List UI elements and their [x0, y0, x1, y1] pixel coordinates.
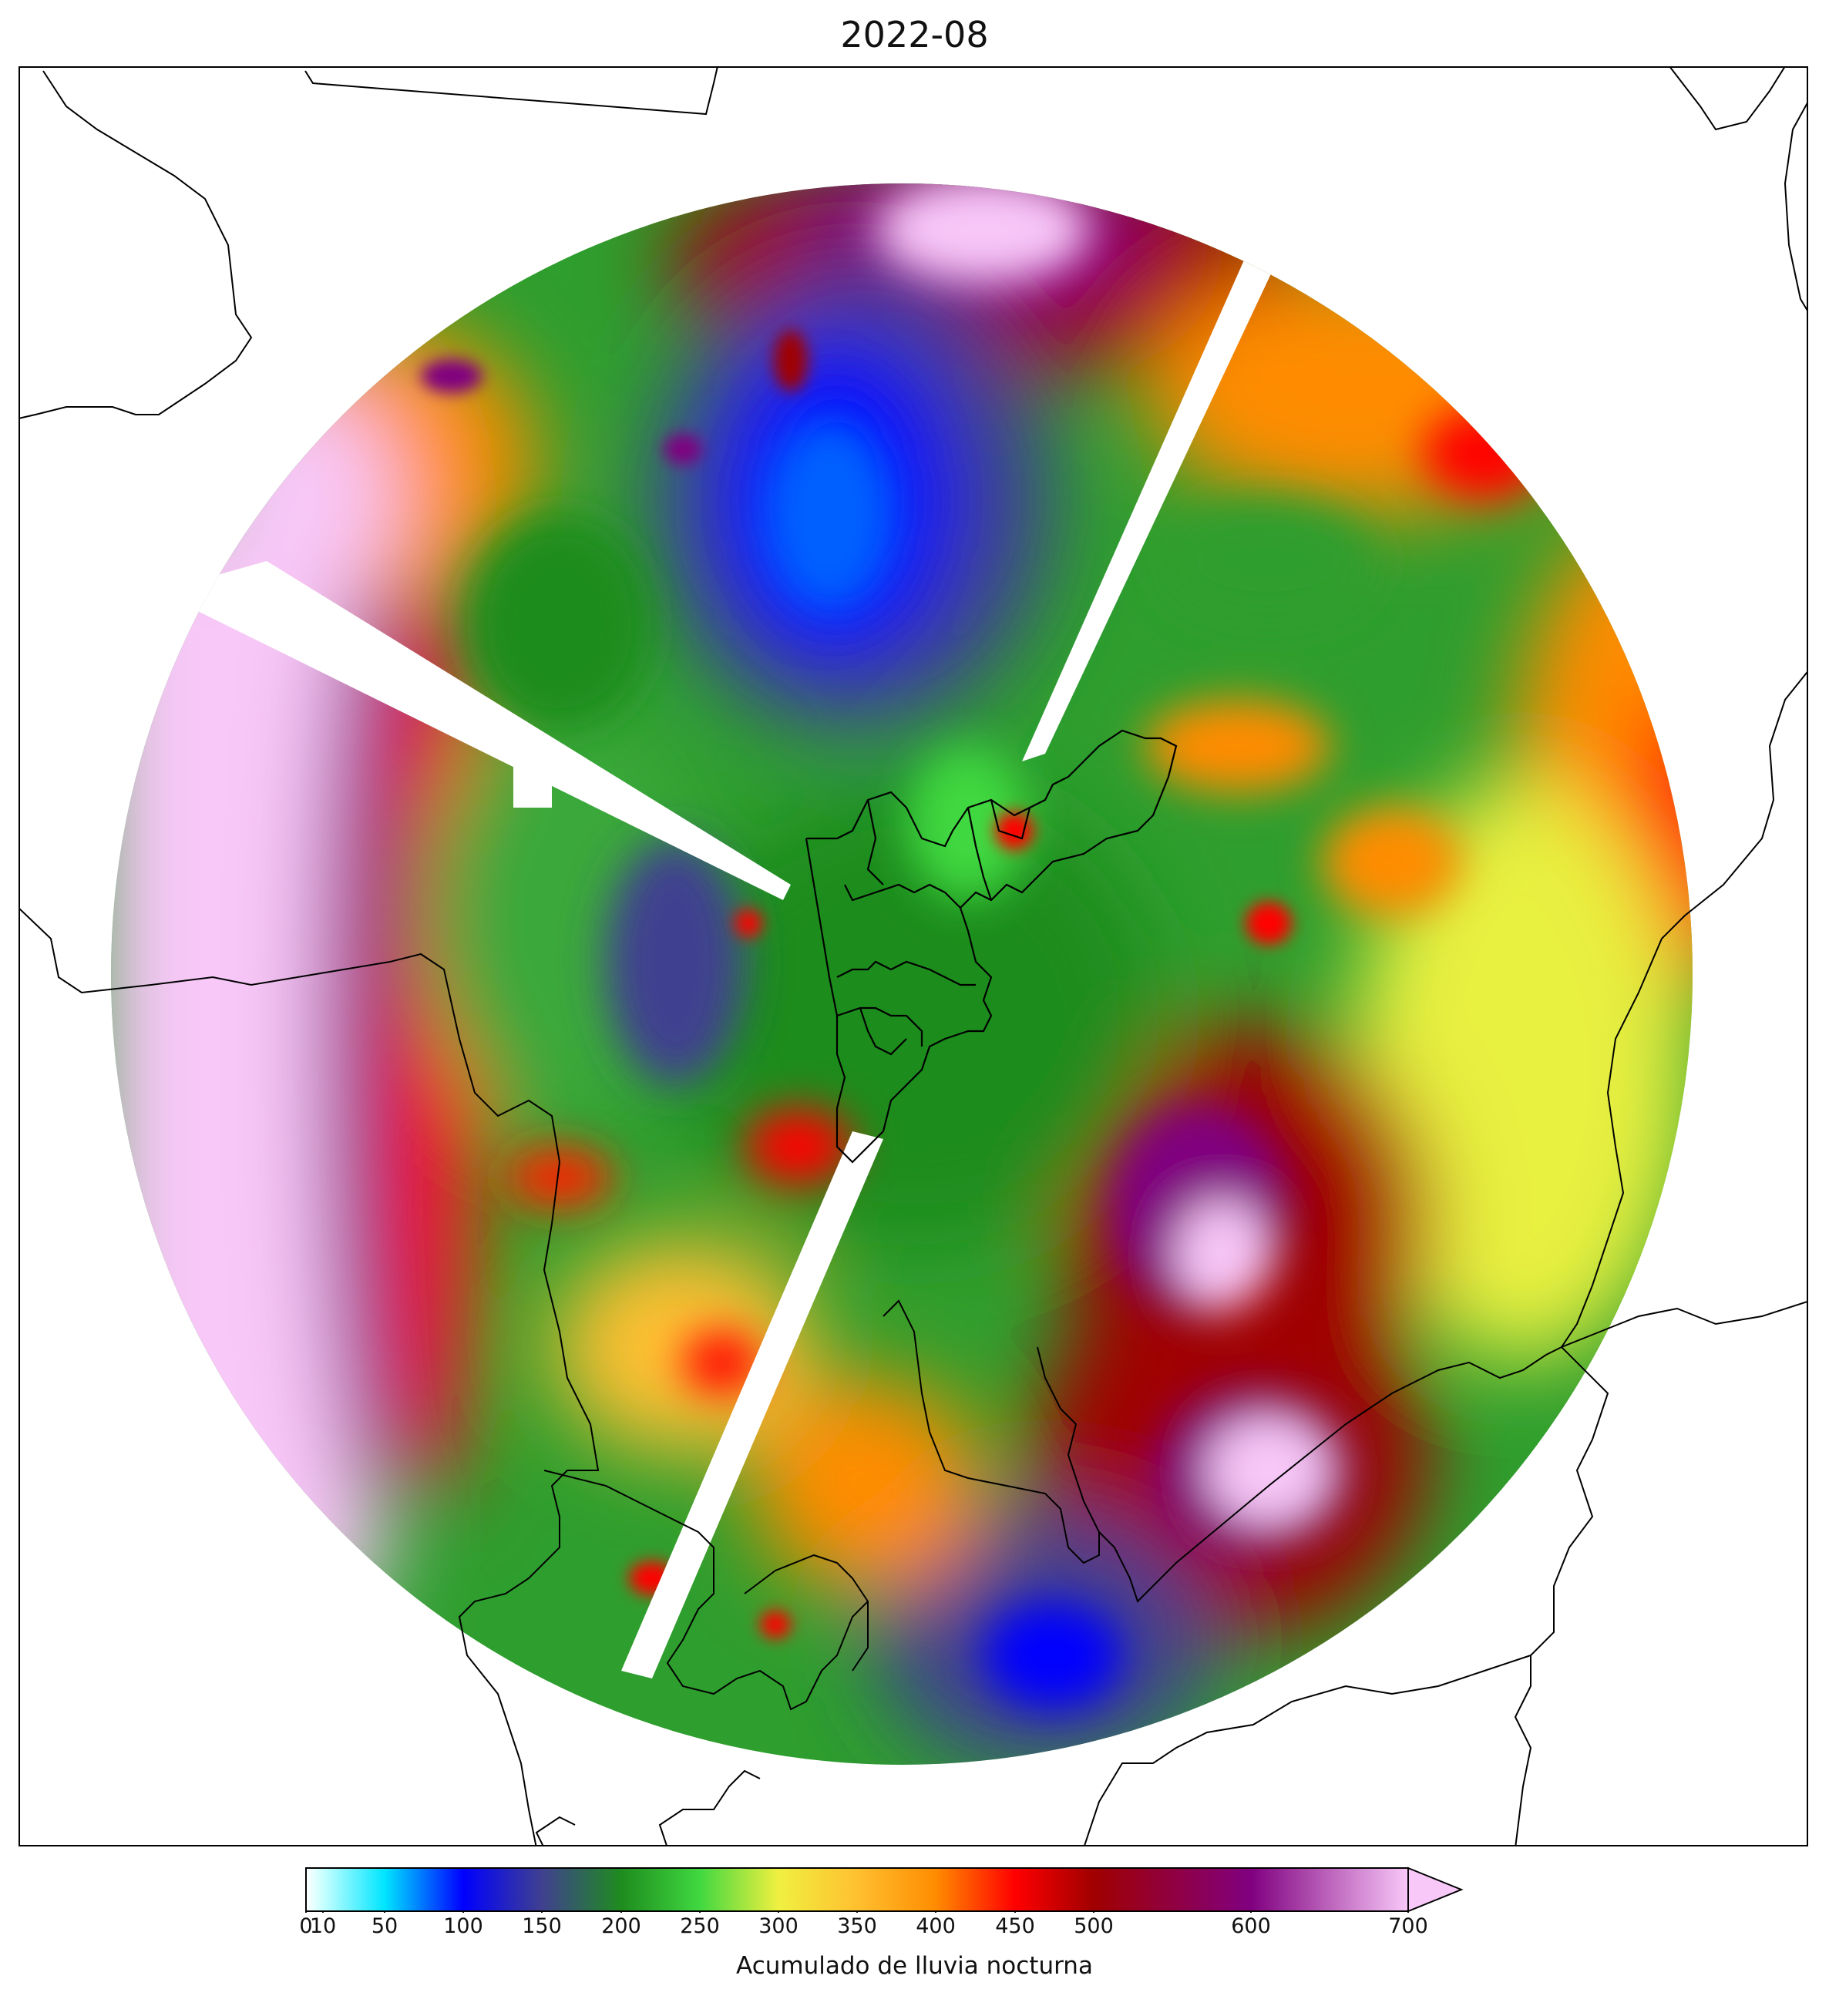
colorbar-tick-label: 700: [1388, 1914, 1428, 1938]
colorbar-tick-label: 50: [371, 1914, 398, 1938]
colorbar-ticks: [305, 1911, 1409, 1913]
borders: [20, 68, 1807, 1845]
colorbar-tick-label: 300: [758, 1914, 799, 1938]
colorbar-tick-label: 350: [837, 1914, 877, 1938]
colorbar-tick-label: 200: [601, 1914, 641, 1938]
colorbar-tick-label: 500: [1074, 1914, 1114, 1938]
colorbar-extend-arrow: [1407, 1866, 1464, 1913]
colorbar-tick-label: 600: [1231, 1914, 1271, 1938]
beam-blockage-northeast: [1022, 222, 1292, 761]
colorbar-tick-label: 150: [522, 1914, 562, 1938]
map-frame: [18, 66, 1808, 1846]
map-title: 2022-08: [840, 14, 989, 55]
colorbar-gradient: [306, 1868, 1408, 1911]
colorbar-tick-label: 450: [995, 1914, 1035, 1938]
colorbar-tick-label: 10: [309, 1914, 337, 1938]
beam-blockage-southwest: [621, 1131, 883, 1678]
colorbar-tick-label: 0: [299, 1914, 313, 1938]
colorbar-tick-label: 250: [680, 1914, 720, 1938]
colorbar-label: Acumulado de lluvia nocturna: [736, 1952, 1093, 1980]
rainfall-field: [111, 183, 1693, 1765]
radar-map: [20, 68, 1807, 1845]
colorbar-tick-label: 100: [443, 1914, 483, 1938]
colorbar: [305, 1866, 1464, 1913]
colorbar-tick-label: 400: [916, 1914, 956, 1938]
municipal-boundaries: [805, 729, 1178, 1164]
beam-blockage-northwest: [159, 561, 791, 900]
